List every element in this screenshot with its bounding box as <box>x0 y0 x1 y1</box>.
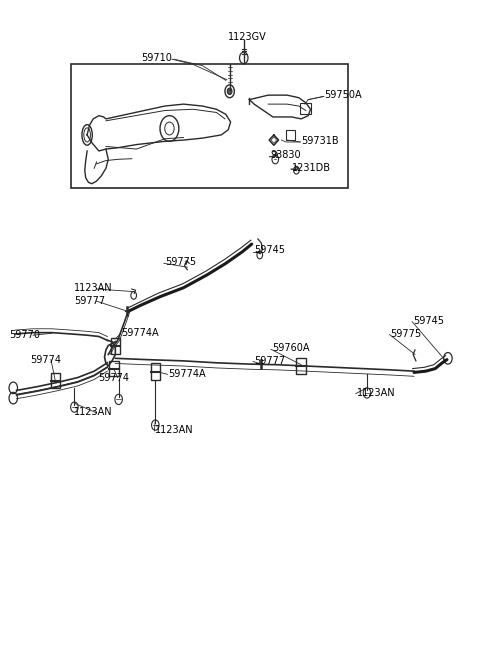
Text: 59760A: 59760A <box>272 343 310 353</box>
Text: 59775: 59775 <box>391 329 421 339</box>
Bar <box>297 358 306 374</box>
Text: 93830: 93830 <box>271 151 301 160</box>
Circle shape <box>228 88 232 94</box>
Text: 1231DB: 1231DB <box>292 163 331 174</box>
Text: 59745: 59745 <box>254 246 285 255</box>
Text: 59745: 59745 <box>413 316 444 326</box>
Text: 1123GV: 1123GV <box>228 32 266 43</box>
Text: 1123AN: 1123AN <box>74 284 113 293</box>
Text: 1123AN: 1123AN <box>357 388 396 398</box>
Text: 59774A: 59774A <box>121 328 159 337</box>
Text: 59774: 59774 <box>31 354 61 365</box>
Bar <box>151 364 160 380</box>
Text: 59777: 59777 <box>254 356 285 366</box>
Bar <box>111 338 120 354</box>
Bar <box>109 361 119 376</box>
Text: 59774: 59774 <box>98 373 129 383</box>
Bar <box>286 130 295 140</box>
Text: 1123AN: 1123AN <box>156 425 194 435</box>
Bar <box>51 373 60 388</box>
Bar <box>71 64 348 187</box>
Text: 59731B: 59731B <box>301 136 339 146</box>
Text: 1123AN: 1123AN <box>74 407 113 417</box>
Text: 59770: 59770 <box>10 330 40 340</box>
Text: 59777: 59777 <box>74 295 106 305</box>
Text: 59774A: 59774A <box>168 369 206 379</box>
Text: 59750A: 59750A <box>324 90 362 100</box>
Text: 59775: 59775 <box>165 257 196 267</box>
Text: 59710: 59710 <box>141 53 172 63</box>
Bar <box>300 103 311 115</box>
